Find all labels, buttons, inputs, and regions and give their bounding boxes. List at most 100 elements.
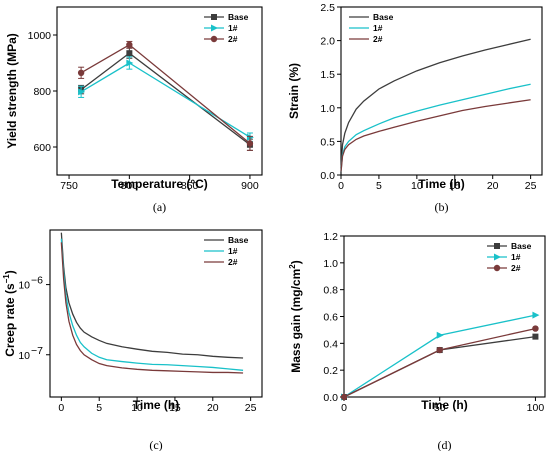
- y-axis-label: Strain (%): [287, 63, 301, 119]
- data-point: [77, 69, 85, 77]
- x-tick-label: 10: [131, 402, 143, 414]
- data-point: [78, 88, 86, 96]
- x-axis-label: Time (h): [418, 177, 464, 191]
- legend-label: 2#: [228, 34, 238, 44]
- x-tick-label: 15: [169, 402, 181, 414]
- x-tick-label: 5: [96, 402, 102, 414]
- y-axis-label: Mass gain (mg/cm2): [288, 260, 303, 372]
- series-line-2#: [80, 44, 251, 144]
- y-tick-label: 0.5: [320, 136, 335, 148]
- data-point: [436, 331, 444, 339]
- y-axis-label-sup: 2: [288, 264, 297, 269]
- x-tick-label: 15: [449, 180, 461, 192]
- series-line-Base: [343, 335, 536, 398]
- data-point: [532, 325, 539, 332]
- legend-label: Base: [373, 12, 394, 22]
- x-tick-label: 900: [241, 180, 259, 192]
- data-point: [126, 41, 133, 48]
- x-tick-label: 20: [487, 180, 499, 192]
- y-axis-label-end: ): [289, 260, 303, 264]
- x-axis-label: Temperature (°C): [111, 177, 208, 191]
- y-tick-label: 1.0: [323, 258, 338, 270]
- panel-caption: (c): [149, 438, 162, 451]
- y-tick-label: 1.5: [320, 69, 335, 81]
- x-tick-label: 100: [527, 402, 545, 414]
- axes-frame: [340, 6, 543, 176]
- series-line-2#: [340, 99, 531, 172]
- x-tick-label: 0: [338, 180, 344, 192]
- y-tick-label: 2.0: [320, 36, 335, 48]
- y-axis-label-sup: −1: [2, 274, 11, 284]
- y-axis-label-main: Mass gain (mg/cm: [289, 269, 303, 373]
- x-tick-label: 850: [181, 180, 199, 192]
- data-point: [126, 50, 133, 57]
- data-point: [532, 311, 540, 319]
- x-axis-label: Time (h): [421, 398, 467, 412]
- series-line-2#: [60, 242, 244, 374]
- data-point: [246, 140, 254, 147]
- data-point: [532, 333, 539, 340]
- legend-marker: [494, 253, 501, 261]
- y-axis-label: Yield strength (MPa): [5, 33, 19, 149]
- y-tick-label: 1.2: [323, 231, 338, 243]
- series-line-2#: [343, 327, 536, 398]
- x-tick-label: 25: [525, 180, 537, 192]
- series-line-1#: [340, 83, 531, 172]
- x-tick-label: 50: [434, 402, 446, 414]
- x-tick-label: 20: [207, 402, 219, 414]
- y-tick-label: 10: [18, 350, 30, 362]
- series-line-Base: [340, 38, 531, 169]
- data-point: [436, 346, 443, 354]
- y-tick-label: 800: [33, 86, 51, 98]
- legend-label: Base: [228, 12, 249, 22]
- y-axis-label-main: Strain (%): [287, 63, 301, 119]
- legend-label: 1#: [228, 246, 238, 256]
- legend-label: 1#: [511, 252, 521, 262]
- legend-label: 1#: [228, 23, 238, 33]
- legend-label: 2#: [511, 263, 521, 273]
- legend-label: 2#: [228, 257, 238, 267]
- axes-frame: [49, 229, 263, 398]
- legend-label: 1#: [373, 23, 383, 33]
- series-line-Base: [80, 52, 251, 146]
- panel-caption: (a): [153, 200, 166, 214]
- data-point: [126, 59, 134, 67]
- legend-marker: [494, 243, 500, 249]
- x-tick-label: 800: [121, 180, 139, 192]
- y-axis-label: Creep rate (s−1): [2, 270, 17, 357]
- x-tick-label: 0: [58, 402, 64, 414]
- y-axis-label-main: Yield strength (MPa): [5, 33, 19, 149]
- y-axis-label-end: ): [3, 270, 17, 274]
- legend-marker: [211, 24, 218, 32]
- panel-4: 0 50 100 0.0 0.2 0.4 0.6 0.8 1.0 1.2 Time (h) Mass …: [288, 231, 546, 451]
- legend-label: 2#: [373, 34, 383, 44]
- series-line-Base: [60, 232, 244, 359]
- y-tick-label: 1.0: [320, 103, 335, 115]
- panel-caption: (b): [435, 200, 449, 214]
- y-tick-label: 2.5: [320, 2, 335, 14]
- x-tick-label: 0: [341, 402, 347, 414]
- y-tick-label: 0.0: [323, 392, 338, 404]
- panel-2: 0 5 10 15 20 25 0.0 0.5 1.0 1.5 2.0 2.5 Time (h) Stra…: [287, 2, 543, 214]
- y-axis-label-main: Creep rate (s: [3, 283, 17, 357]
- x-tick-label: 5: [376, 180, 382, 192]
- legend-marker: [493, 264, 501, 272]
- panel-caption: (d): [438, 438, 452, 451]
- x-axis-label: Time (h): [133, 398, 179, 412]
- y-tick-label: 0.4: [323, 338, 338, 350]
- y-tick-label: 0.8: [323, 285, 338, 297]
- y-tick-exponent: −6: [31, 275, 43, 287]
- legend-label: Base: [511, 241, 532, 251]
- series-line-1#: [60, 238, 244, 371]
- series-line-1#: [343, 314, 536, 398]
- y-tick-label: 0.6: [323, 312, 338, 324]
- y-tick-label: 10: [18, 280, 30, 292]
- x-tick-label: 750: [60, 180, 78, 192]
- y-tick-label: 1000: [28, 30, 52, 42]
- panel-1: 750 800 850 900 600 800 1000 Temperature (°C) Yi…: [5, 6, 263, 214]
- legend-marker: [211, 14, 217, 20]
- y-tick-label: 0.0: [320, 170, 335, 182]
- x-tick-label: 10: [411, 180, 423, 192]
